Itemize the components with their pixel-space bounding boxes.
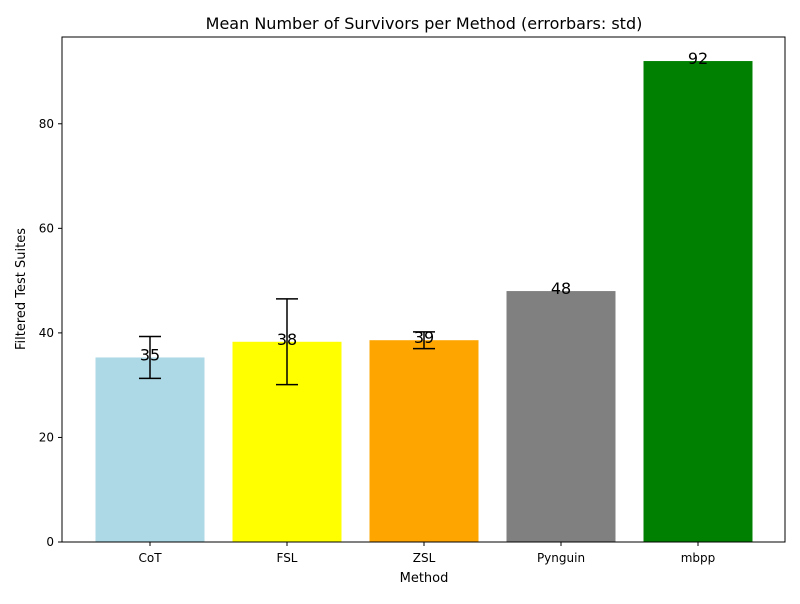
value-label-cot: 35 [140,345,160,364]
value-label-zsl: 39 [414,328,434,347]
y-axis-label: Filtered Test Suites [14,228,29,350]
x-tick-label: Pynguin [537,551,585,565]
bars-group [95,61,753,543]
x-tick-label: ZSL [413,551,436,565]
value-labels-group: 35 38 39 48 92 [140,49,708,364]
chart-title: Mean Number of Survivors per Method (err… [206,14,643,33]
x-axis-label: Method [400,571,449,586]
y-axis: 0 20 40 60 80 [39,117,62,549]
y-tick-label: 20 [39,430,54,444]
y-tick-label: 40 [39,326,54,340]
value-label-fsl: 38 [277,330,297,349]
y-tick-label: 80 [39,117,54,131]
value-label-mbpp: 92 [688,49,708,68]
y-tick-label: 0 [46,535,54,549]
plot-frame [61,36,786,543]
x-tick-label: mbpp [681,551,716,565]
bar-zsl [369,340,479,542]
x-tick-label: FSL [277,551,298,565]
bar-pynguin [506,291,616,542]
bar-cot [95,357,205,542]
x-axis: CoT FSL ZSL Pynguin mbpp [138,542,715,565]
bar-mbpp [643,61,753,543]
y-tick-label: 60 [39,221,54,235]
x-tick-label: CoT [138,551,162,565]
value-label-pynguin: 48 [551,279,571,298]
errorbars-group [139,298,435,386]
